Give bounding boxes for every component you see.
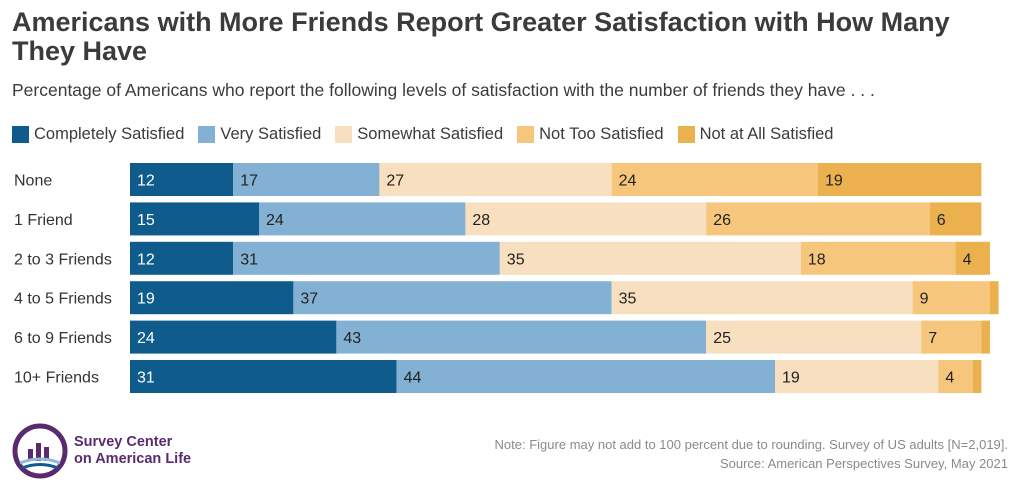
source-text: Source: American Perspectives Survey, Ma…	[719, 456, 1008, 471]
category-label: 1 Friend	[14, 212, 73, 229]
bar-segment	[396, 360, 775, 393]
bar-segment	[972, 360, 982, 393]
bar-segment	[981, 320, 990, 354]
bar-segment	[912, 281, 990, 315]
data-label: 44	[404, 370, 422, 387]
data-label: 17	[240, 173, 258, 190]
data-label: 9	[920, 291, 929, 308]
data-label: 43	[343, 330, 361, 347]
data-label: 4	[963, 251, 972, 268]
bar-segment	[706, 202, 930, 236]
legend-swatch	[198, 126, 216, 143]
bar-segment	[611, 163, 818, 196]
bar-segment	[293, 281, 612, 315]
legend-swatch	[12, 126, 29, 143]
data-label: 25	[713, 330, 731, 347]
data-label: 4	[945, 370, 954, 387]
bar-segment	[233, 241, 500, 275]
bar-segment	[465, 202, 707, 236]
data-label: 12	[137, 173, 155, 190]
bar-segment	[130, 202, 259, 236]
data-label: 19	[782, 370, 800, 387]
legend-item: Not Too Satisfied	[517, 125, 664, 144]
stacked-bar-chart: None 12 17 27 24 19 1 Friend 15 24 28 26 6 2 to 3 Fr…	[14, 163, 999, 393]
bar-segment	[130, 320, 337, 354]
bar-segment	[233, 163, 380, 196]
data-label: 6	[937, 212, 946, 229]
bar-segment	[818, 163, 982, 196]
legend-label: Not Too Satisfied	[539, 125, 664, 143]
legend-item: Very Satisfied	[198, 125, 321, 144]
data-label: 19	[137, 291, 155, 308]
footnotes: Note: Figure may not add to 100 percent …	[495, 435, 1008, 473]
data-label: 15	[137, 212, 155, 229]
legend-swatch	[517, 126, 535, 143]
category-label: 2 to 3 Friends	[14, 251, 112, 268]
chart-title: Americans with More Friends Report Great…	[12, 7, 950, 66]
data-label: 24	[266, 212, 284, 229]
bar-segment	[611, 281, 913, 315]
bar-segment	[379, 163, 612, 196]
logo-line-2: on American Life	[74, 451, 192, 467]
data-label: 35	[507, 251, 525, 268]
legend-label: Completely Satisfied	[34, 125, 185, 143]
data-label: 27	[386, 173, 404, 190]
bar-segment	[955, 241, 990, 275]
bar-segment	[800, 241, 956, 275]
legend-item: Not at All Satisfied	[677, 125, 834, 144]
data-label: 26	[713, 212, 731, 229]
data-label: 28	[472, 212, 490, 229]
chart-subtitle: Percentage of Americans who report the f…	[12, 80, 875, 100]
legend-label: Very Satisfied	[220, 125, 322, 143]
bar-segment	[336, 320, 707, 354]
data-label: 31	[240, 251, 258, 268]
legend: Completely Satisfied Very Satisfied Somewh…	[12, 125, 847, 144]
data-label: 12	[137, 251, 155, 268]
legend-swatch	[677, 126, 695, 143]
data-label: 35	[619, 291, 637, 308]
legend-item: Somewhat Satisfied	[335, 125, 503, 144]
bar-segment	[938, 360, 973, 393]
category-label: 4 to 5 Friends	[14, 291, 112, 308]
data-label: 24	[619, 173, 637, 190]
survey-center-logo-icon	[12, 423, 68, 479]
data-label: 37	[300, 291, 318, 308]
category-label: 6 to 9 Friends	[14, 330, 112, 347]
bar-segment	[259, 202, 466, 236]
data-label: 24	[137, 330, 155, 347]
data-label: 19	[825, 173, 843, 190]
legend-label: Not at All Satisfied	[699, 125, 834, 143]
logo: Survey Center on American Life	[12, 423, 191, 479]
bar-segment	[130, 281, 294, 315]
bar-segment	[130, 163, 234, 196]
logo-line-1: Survey Center	[74, 434, 173, 450]
legend-item: Completely Satisfied	[12, 125, 184, 144]
data-label: 18	[808, 251, 826, 268]
bar-segment	[990, 281, 999, 315]
bar-segment	[706, 320, 922, 354]
category-label: 10+ Friends	[14, 370, 99, 387]
bar-segment	[499, 241, 801, 275]
bar-segment	[130, 241, 234, 275]
note-text: Note: Figure may not add to 100 percent …	[494, 437, 1008, 452]
bar-segment	[775, 360, 939, 393]
legend-swatch	[335, 126, 353, 143]
legend-label: Somewhat Satisfied	[357, 125, 504, 143]
data-label: 7	[928, 330, 937, 347]
data-label: 31	[137, 370, 155, 387]
bar-segment	[929, 202, 982, 236]
bar-segment	[921, 320, 982, 354]
category-label: None	[14, 173, 52, 190]
bar-segment	[130, 360, 397, 393]
